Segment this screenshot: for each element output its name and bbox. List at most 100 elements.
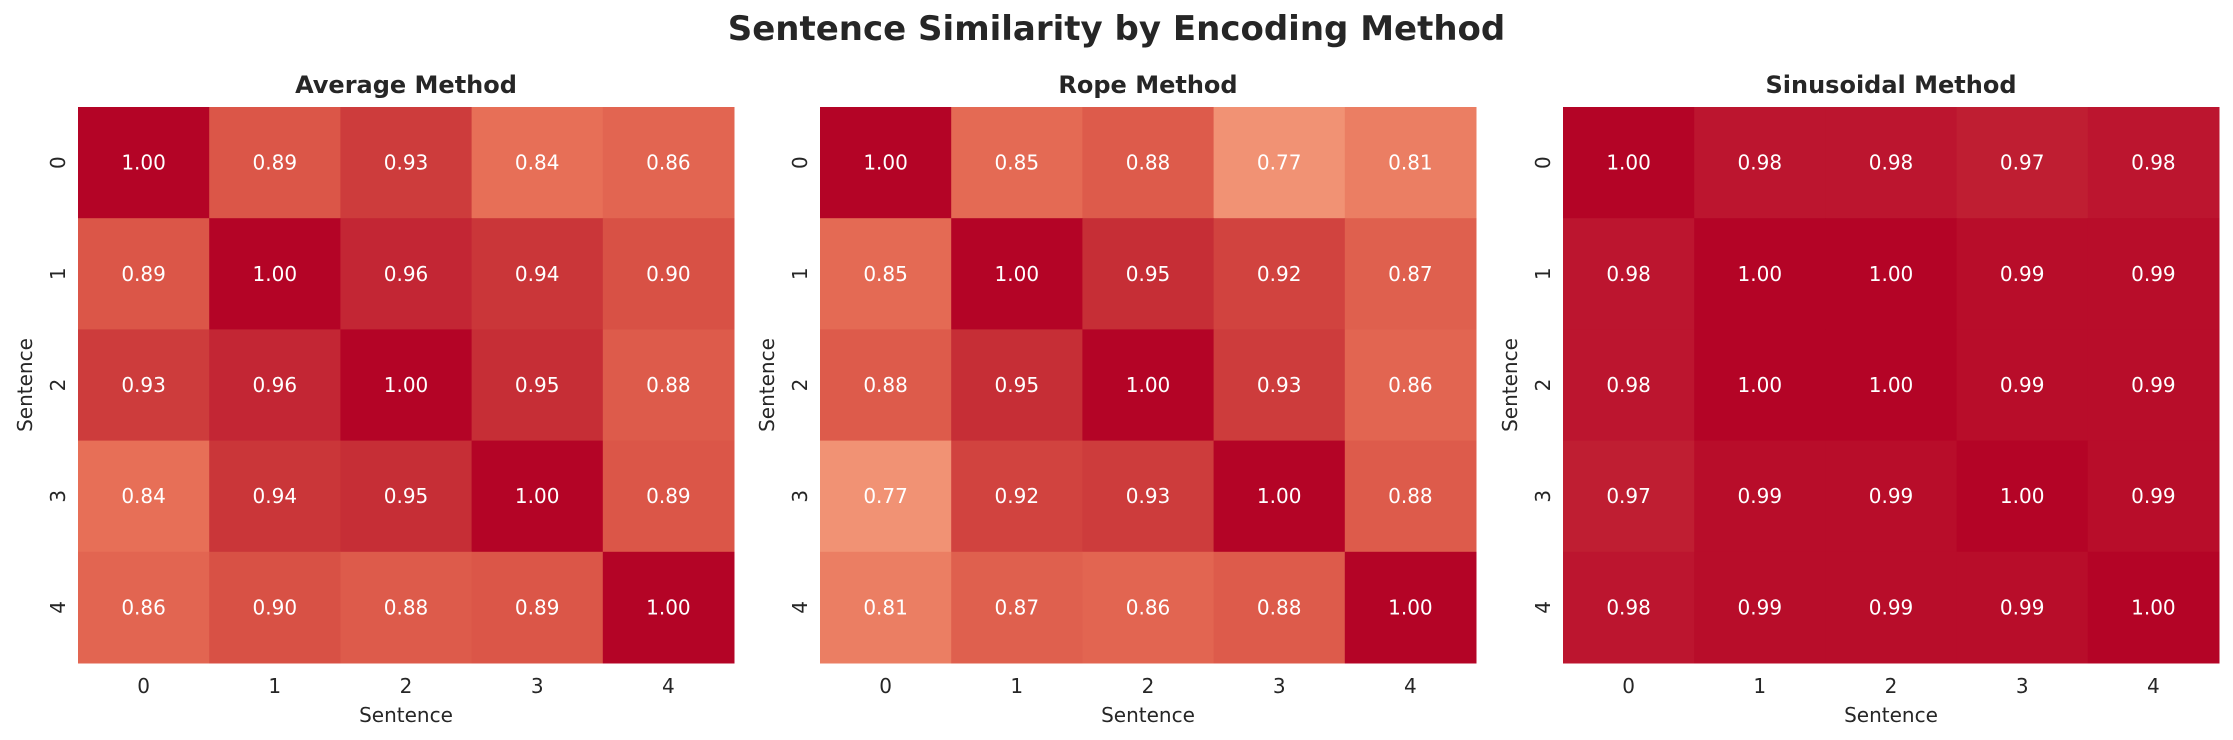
cell-value-label: 0.93 <box>121 373 166 397</box>
y-axis-label: Sentence <box>1498 338 1522 432</box>
heatmap-cell <box>2087 218 2220 330</box>
y-tick-label: 1 <box>1531 267 1555 280</box>
y-tick-label: 3 <box>46 490 70 503</box>
cell-value-label: 0.89 <box>646 484 691 508</box>
heatmap-cell <box>1825 218 1958 330</box>
heatmap-cell <box>209 551 341 664</box>
heatmap-cell <box>1563 218 1695 330</box>
heatmap-cell <box>209 440 341 553</box>
cell-value-label: 0.87 <box>1388 262 1433 286</box>
heatmap-cell <box>1344 107 1477 219</box>
cell-value-label: 0.89 <box>515 595 560 619</box>
heatmap-cell <box>1213 329 1346 442</box>
cell-value-label: 0.99 <box>2131 262 2176 286</box>
x-tick-label: 2 <box>400 674 413 698</box>
cell-value-label: 0.84 <box>515 151 560 175</box>
heatmap-cell <box>951 440 1083 553</box>
heatmap-cell <box>1213 551 1346 664</box>
y-tick-label: 0 <box>788 156 812 169</box>
cell-value-label: 0.88 <box>1388 484 1433 508</box>
heatmap-cell <box>471 329 604 442</box>
cell-value-label: 0.99 <box>2000 373 2045 397</box>
cell-value-label: 1.00 <box>1738 262 1783 286</box>
cell-value-label: 1.00 <box>384 373 429 397</box>
heatmap-cell <box>951 329 1083 442</box>
cell-value-label: 0.86 <box>121 595 166 619</box>
heatmap-cell <box>78 440 210 553</box>
cell-value-label: 0.93 <box>1257 373 1302 397</box>
x-tick-label: 0 <box>1622 674 1635 698</box>
y-tick-label: 2 <box>788 379 812 392</box>
cell-value-label: 1.00 <box>1869 262 1914 286</box>
heatmap-cell <box>1082 218 1215 330</box>
heatmap-cell <box>340 551 473 664</box>
heatmap-cell <box>1694 440 1826 553</box>
heatmap-cell <box>1956 551 2089 664</box>
heatmap-cell <box>1694 218 1826 330</box>
x-axis-label: Sentence <box>1101 703 1195 727</box>
heatmap-cell <box>1825 107 1958 219</box>
y-tick-label: 3 <box>1531 490 1555 503</box>
cell-value-label: 1.00 <box>253 262 298 286</box>
cell-value-label: 1.00 <box>995 262 1040 286</box>
heatmap-cell <box>209 329 341 442</box>
x-axis-label: Sentence <box>359 703 453 727</box>
heatmap-cell <box>1825 329 1958 442</box>
cell-value-label: 0.95 <box>384 484 429 508</box>
heatmap-cell <box>1082 440 1215 553</box>
cell-value-label: 0.98 <box>1606 373 1651 397</box>
cell-value-label: 0.94 <box>515 262 560 286</box>
heatmap-cell <box>820 107 952 219</box>
panel-title: Sinusoidal Method <box>1765 71 2016 99</box>
x-tick-label: 3 <box>2016 674 2029 698</box>
x-axis-label: Sentence <box>1844 703 1938 727</box>
y-tick-label: 4 <box>788 601 812 614</box>
heatmap-cell <box>1825 440 1958 553</box>
cell-value-label: 1.00 <box>1869 373 1914 397</box>
cell-value-label: 0.98 <box>1869 151 1914 175</box>
cell-value-label: 0.88 <box>384 595 429 619</box>
cell-value-label: 1.00 <box>121 151 166 175</box>
heatmap-cell <box>951 107 1083 219</box>
heatmap-cell <box>1213 107 1346 219</box>
cell-value-label: 1.00 <box>646 595 691 619</box>
cell-value-label: 0.92 <box>995 484 1040 508</box>
heatmap-cell <box>78 107 210 219</box>
y-tick-label: 2 <box>46 379 70 392</box>
x-tick-label: 2 <box>1885 674 1898 698</box>
cell-value-label: 0.77 <box>1257 151 1302 175</box>
heatmap-cell <box>951 218 1083 330</box>
y-tick-label: 0 <box>1531 156 1555 169</box>
cell-value-label: 0.85 <box>995 151 1040 175</box>
heatmap-cell <box>340 329 473 442</box>
y-tick-label: 3 <box>788 490 812 503</box>
heatmap-cell <box>78 329 210 442</box>
cell-value-label: 0.90 <box>253 595 298 619</box>
cell-value-label: 1.00 <box>1738 373 1783 397</box>
cell-value-label: 0.88 <box>1257 595 1302 619</box>
heatmap-cell <box>820 551 952 664</box>
heatmap-cell <box>951 551 1083 664</box>
heatmap-cell <box>2087 551 2220 664</box>
cell-value-label: 0.99 <box>2131 373 2176 397</box>
heatmap-cell <box>209 218 341 330</box>
cell-value-label: 0.88 <box>1126 151 1171 175</box>
x-tick-label: 1 <box>1010 674 1023 698</box>
cell-value-label: 0.86 <box>1388 373 1433 397</box>
heatmap-cell <box>471 551 604 664</box>
heatmap-cell <box>2087 329 2220 442</box>
cell-value-label: 0.88 <box>863 373 908 397</box>
heatmap-cell <box>1082 107 1215 219</box>
cell-value-label: 0.85 <box>863 262 908 286</box>
heatmap-cell <box>602 440 735 553</box>
heatmap-cell <box>2087 440 2220 553</box>
y-axis-label: Sentence <box>755 338 779 432</box>
cell-value-label: 0.89 <box>253 151 298 175</box>
heatmap-cell <box>1082 551 1215 664</box>
cell-value-label: 0.88 <box>646 373 691 397</box>
cell-value-label: 0.81 <box>1388 151 1433 175</box>
cell-value-label: 1.00 <box>2131 595 2176 619</box>
cell-value-label: 1.00 <box>863 151 908 175</box>
y-axis-label: Sentence <box>13 338 37 432</box>
